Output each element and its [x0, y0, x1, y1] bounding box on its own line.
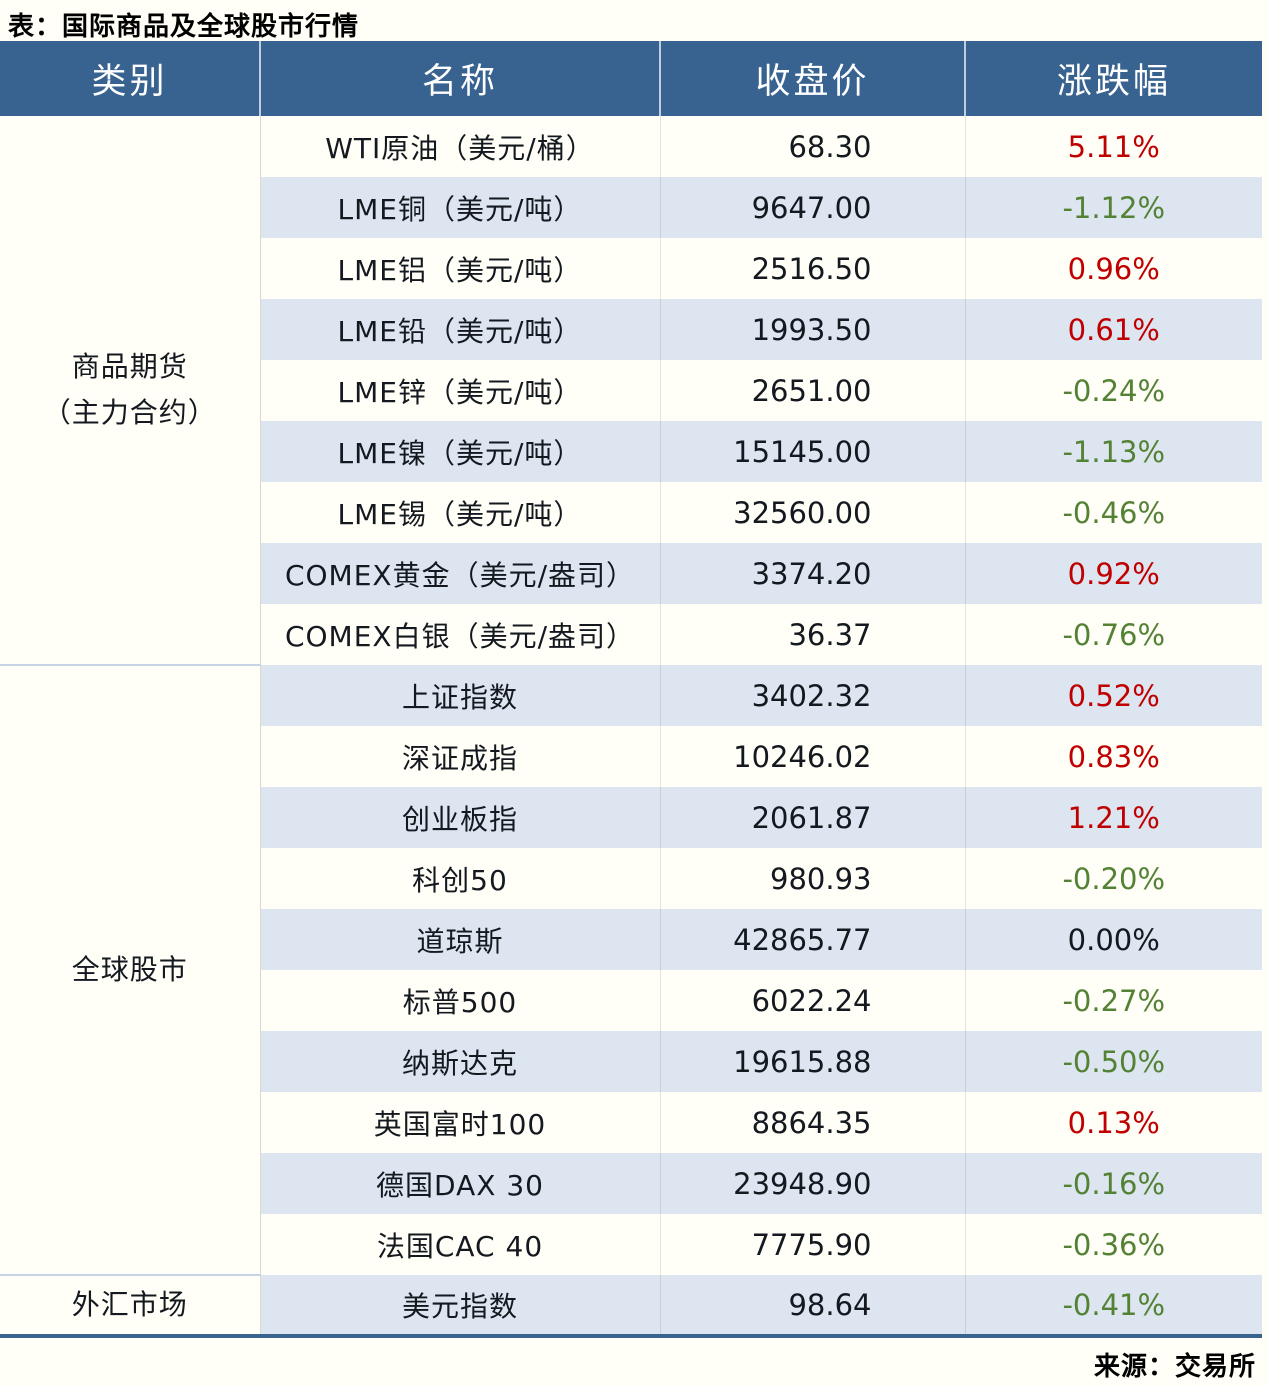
instrument-name-cell: LME锌（美元/吨）: [337, 375, 583, 409]
close-price-cell: 2516.50: [659, 238, 965, 299]
table-title: 表：国际商品及全球股市行情: [8, 12, 360, 42]
close-price-cell: 9647.00: [659, 177, 965, 238]
table-row: 深证成指 10246.02 0.83%: [0, 726, 1262, 787]
close-price-cell: 6022.24: [659, 970, 965, 1031]
close-price-cell: 68.30: [659, 116, 965, 177]
table-row: LME镍（美元/吨） 15145.00 -1.13%: [0, 421, 1262, 482]
table-row: 法国CAC 40 7775.90 -0.36%: [0, 1214, 1262, 1275]
close-price-cell: 8864.35: [659, 1092, 965, 1153]
change-percent-cell: 0.92%: [964, 543, 1262, 604]
instrument-name-cell: 道琼斯: [260, 909, 660, 970]
close-price-cell: 1993.50: [659, 299, 965, 360]
table-row: 商品期货 （主力合约） WTI原油（美元/桶） 68.30 5.11%: [0, 116, 1262, 666]
table-row: 全球股市 上证指数 3402.32 0.52%: [0, 665, 1262, 1276]
table-row: 标普500 6022.24 -0.27%: [0, 970, 1262, 1031]
category-cell-commodities: 商品期货 （主力合约）: [0, 116, 261, 666]
change-percent-cell: 0.00%: [964, 909, 1262, 970]
table-row: 创业板指 2061.87 1.21%: [0, 787, 1262, 848]
table-header: 类别 名称 收盘价 涨跌幅: [0, 41, 1262, 116]
close-price-cell: 7775.90: [659, 1214, 965, 1275]
instrument-name-cell: 英国富时100: [373, 1107, 547, 1141]
instrument-name-cell: LME铅（美元/吨）: [260, 299, 660, 360]
category-cell-global-stocks: 全球股市: [0, 665, 261, 1276]
change-percent-cell: -0.46%: [964, 482, 1262, 543]
close-price-cell: 2651.00: [659, 360, 965, 421]
column-header-category: 类别: [0, 41, 260, 116]
instrument-name-cell: COMEX黄金（美元/盎司）: [260, 543, 660, 604]
instrument-name-cell: 法国CAC 40: [376, 1229, 544, 1263]
change-percent-cell: 1.21%: [964, 787, 1262, 848]
change-percent-cell: 0.96%: [964, 238, 1262, 299]
change-percent-cell: 0.13%: [964, 1092, 1262, 1153]
change-percent-cell: 0.83%: [964, 726, 1262, 787]
instrument-name-cell: LME镍（美元/吨）: [260, 421, 660, 482]
table-row: LME铜（美元/吨） 9647.00 -1.12%: [0, 177, 1262, 238]
close-price-cell: 3402.32: [659, 665, 965, 726]
close-price-cell: 19615.88: [659, 1031, 965, 1092]
change-percent-cell: -0.27%: [964, 970, 1262, 1031]
change-percent-cell: -0.36%: [964, 1214, 1262, 1275]
close-price-cell: 36.37: [659, 604, 965, 665]
table-row: LME铝（美元/吨） 2516.50 0.96%: [0, 238, 1262, 299]
column-header-close: 收盘价: [659, 41, 965, 116]
change-percent-cell: -0.16%: [964, 1153, 1262, 1214]
instrument-name-cell: LME铜（美元/吨）: [260, 177, 660, 238]
table-row: 德国DAX 30 23948.90 -0.16%: [0, 1153, 1262, 1214]
instrument-name-cell: 德国DAX 30: [260, 1153, 660, 1214]
table-row: 道琼斯 42865.77 0.00%: [0, 909, 1262, 970]
category-cell-forex: 外汇市场: [0, 1275, 261, 1336]
close-price-cell: 32560.00: [659, 482, 965, 543]
change-percent-cell: -0.50%: [964, 1031, 1262, 1092]
table-row: LME铅（美元/吨） 1993.50 0.61%: [0, 299, 1262, 360]
change-percent-cell: -1.13%: [964, 421, 1262, 482]
table-row: 科创50 980.93 -0.20%: [0, 848, 1262, 909]
instrument-name-cell: LME锡（美元/吨）: [337, 497, 583, 531]
change-percent-cell: -0.20%: [964, 848, 1262, 909]
change-percent-cell: -0.76%: [964, 604, 1262, 665]
table-row: COMEX黄金（美元/盎司） 3374.20 0.92%: [0, 543, 1262, 604]
instrument-name-cell: 纳斯达克: [260, 1031, 660, 1092]
instrument-name-cell: COMEX白银（美元/盎司）: [284, 619, 636, 653]
change-percent-cell: -1.12%: [964, 177, 1262, 238]
market-table: 类别 名称 收盘价 涨跌幅 商品期货 （主力合约） WTI原油（美元/桶） 68…: [0, 41, 1262, 1338]
close-price-cell: 980.93: [659, 848, 965, 909]
close-price-cell: 98.64: [659, 1275, 965, 1336]
table-row: 纳斯达克 19615.88 -0.50%: [0, 1031, 1262, 1092]
instrument-name-cell: 标普500: [402, 985, 518, 1019]
table-row: 外汇市场 美元指数 98.64 -0.41%: [0, 1275, 1262, 1336]
close-price-cell: 3374.20: [659, 543, 965, 604]
column-header-change: 涨跌幅: [964, 41, 1262, 116]
source-note: 来源：交易所: [1093, 1352, 1256, 1382]
instrument-name-cell: 深证成指: [401, 741, 518, 775]
instrument-name-cell: 科创50: [412, 863, 508, 897]
instrument-name-cell: 上证指数: [260, 665, 660, 726]
table-row: 英国富时100 8864.35 0.13%: [0, 1092, 1262, 1153]
instrument-name-cell: 美元指数: [260, 1275, 660, 1336]
instrument-name-cell: WTI原油（美元/桶）: [325, 131, 595, 165]
table-row: LME锌（美元/吨） 2651.00 -0.24%: [0, 360, 1262, 421]
change-percent-cell: -0.24%: [964, 360, 1262, 421]
column-header-name: 名称: [259, 41, 660, 116]
close-price-cell: 23948.90: [659, 1153, 965, 1214]
close-price-cell: 10246.02: [659, 726, 965, 787]
change-percent-cell: 0.52%: [964, 665, 1262, 726]
instrument-name-cell: 创业板指: [260, 787, 660, 848]
table-row: LME锡（美元/吨） 32560.00 -0.46%: [0, 482, 1262, 543]
change-percent-cell: -0.41%: [964, 1275, 1262, 1336]
table-row: COMEX白银（美元/盎司） 36.37 -0.76%: [0, 604, 1262, 665]
instrument-name-cell: LME铝（美元/吨）: [337, 253, 583, 287]
change-percent-cell: 5.11%: [964, 116, 1262, 177]
close-price-cell: 2061.87: [659, 787, 965, 848]
change-percent-cell: 0.61%: [964, 299, 1262, 360]
close-price-cell: 15145.00: [659, 421, 965, 482]
close-price-cell: 42865.77: [659, 909, 965, 970]
